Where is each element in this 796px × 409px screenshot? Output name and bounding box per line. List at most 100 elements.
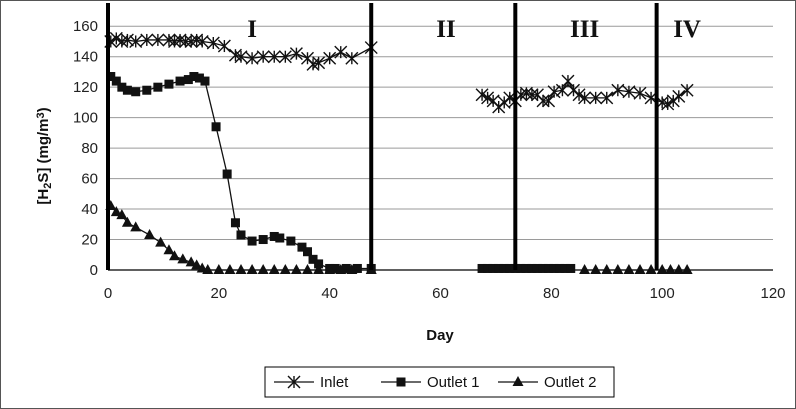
gridlines [108, 25, 773, 241]
legend-item-inlet: Inlet [274, 374, 349, 391]
triangle-marker [512, 376, 524, 386]
star-marker [234, 50, 248, 64]
star-marker [578, 91, 592, 105]
triangle-marker [110, 206, 122, 217]
triangle-marker [185, 256, 197, 267]
y-tick-label: 100 [73, 110, 98, 127]
series-outlet-1 [106, 72, 576, 273]
y-tick-label: 160 [73, 18, 98, 35]
y-tick-label: 20 [81, 232, 98, 249]
star-marker [129, 34, 143, 48]
triangle-marker [257, 264, 269, 274]
square-marker [111, 76, 121, 86]
square-marker [194, 73, 204, 83]
square-marker [303, 247, 312, 257]
square-marker [560, 263, 570, 273]
triangle-marker [324, 264, 336, 274]
legend-label: Outlet 1 [427, 374, 480, 391]
phase-label: IV [673, 16, 701, 43]
star-marker [289, 47, 303, 61]
star-marker [589, 91, 603, 105]
star-marker [622, 85, 636, 99]
triangle-marker [246, 264, 258, 274]
star-marker [217, 39, 231, 53]
y-axis-title-mid: S] (mg/m [35, 119, 52, 183]
legend-label: Inlet [320, 374, 349, 391]
y-axis-title-sup: 3 [35, 112, 47, 118]
x-axis-title: Day [426, 327, 454, 344]
square-marker [549, 263, 559, 273]
legend-item-outlet-2: Outlet 2 [498, 374, 597, 391]
series-outlet-2 [105, 200, 693, 274]
x-tick-labels: 0 20 40 60 80 100 120 [104, 285, 786, 302]
legend-label: Outlet 2 [544, 374, 597, 391]
star-marker [256, 50, 270, 64]
triangle-marker [601, 264, 613, 274]
square-marker [275, 233, 285, 243]
triangle-marker [116, 209, 128, 220]
star-marker [672, 89, 686, 103]
star-marker [345, 51, 359, 65]
square-marker [544, 263, 554, 273]
triangle-marker [213, 264, 225, 274]
triangle-marker [664, 264, 676, 274]
triangle-marker [590, 264, 602, 274]
triangle-marker [235, 264, 247, 274]
square-marker [494, 263, 504, 273]
triangle-marker [290, 264, 302, 274]
triangle-marker [163, 244, 175, 255]
y-tick-label: 40 [81, 201, 98, 218]
star-marker [611, 83, 625, 97]
triangle-marker [130, 221, 142, 232]
star-marker [195, 34, 209, 48]
square-marker [538, 263, 548, 273]
star-marker [267, 50, 281, 64]
square-marker [211, 122, 221, 132]
series-line [110, 205, 372, 271]
square-marker [297, 242, 307, 252]
legend: Inlet Outlet 1 Outlet 2 [264, 366, 615, 398]
square-marker [314, 259, 324, 269]
y-tick-label: 60 [81, 171, 98, 188]
star-marker [140, 33, 154, 47]
triangle-marker [634, 264, 646, 274]
square-marker [222, 169, 232, 179]
y-tick-label: 140 [73, 49, 98, 66]
square-marker [488, 263, 498, 273]
triangle-marker [335, 264, 347, 274]
square-marker [175, 76, 185, 86]
y-tick-labels: 0 20 40 60 80 100 120 140 160 [73, 18, 98, 279]
triangle-marker [346, 264, 358, 274]
phase-label: III [570, 16, 599, 43]
data-series [104, 31, 694, 274]
square-marker [483, 263, 493, 273]
square-marker [200, 76, 210, 86]
star-marker [278, 50, 292, 64]
square-marker [164, 79, 174, 89]
square-marker [189, 72, 199, 82]
triangle-marker [268, 264, 280, 274]
square-marker [131, 87, 141, 97]
triangle-marker [681, 264, 693, 274]
square-marker [516, 263, 526, 273]
square-marker [153, 82, 163, 92]
star-marker [151, 33, 165, 47]
square-marker [106, 72, 116, 82]
square-marker [183, 75, 193, 85]
triangle-marker [623, 264, 635, 274]
square-marker [122, 85, 132, 95]
legend-box [264, 366, 615, 398]
phase-label: I [247, 16, 257, 43]
triangle-marker [656, 264, 668, 274]
y-axis-title-open: [H [35, 189, 52, 205]
square-marker [117, 82, 127, 92]
star-marker [179, 34, 193, 48]
y-tick-label: 0 [90, 262, 98, 279]
star-marker [525, 88, 539, 102]
square-marker [308, 254, 318, 264]
square-marker [258, 235, 268, 245]
square-marker [142, 85, 152, 95]
star-marker [206, 36, 220, 50]
